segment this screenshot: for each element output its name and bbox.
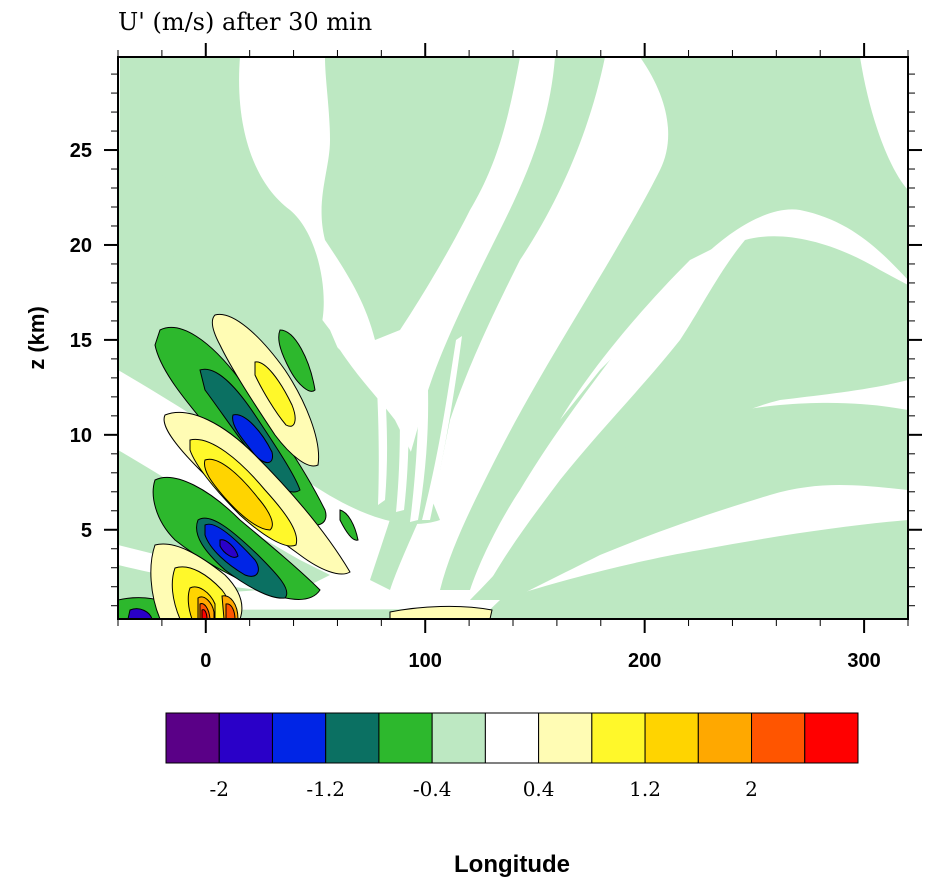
- colorbar-label-4: 1.2: [629, 777, 661, 801]
- colorbar-label-1: -1.2: [306, 777, 345, 801]
- x-tick-label-2: 200: [628, 650, 661, 672]
- colorbar: -2 -1.2 -0.4 0.4 1.2 2: [165, 712, 859, 801]
- colorbar-swatch: [804, 712, 859, 764]
- white-streaks: [374, 245, 720, 525]
- x-tick-label-0: 0: [200, 650, 211, 672]
- y-tick-label-2: 15: [70, 330, 92, 352]
- x-tick-label-1: 100: [409, 650, 442, 672]
- colorbar-swatch: [591, 712, 646, 764]
- y-tick-label-0: 5: [81, 520, 92, 542]
- colorbar-label-5: 2: [745, 777, 758, 801]
- x-axis-label: Longitude: [454, 851, 570, 878]
- y-tick-label-1: 10: [70, 425, 92, 447]
- colorbar-swatch: [644, 712, 699, 764]
- colorbar-swatch: [538, 712, 593, 764]
- orange-regions: [197, 595, 239, 619]
- colorbar-label-2: -0.4: [413, 777, 452, 801]
- y-tick-label-3: 20: [70, 235, 92, 257]
- plot-area: [118, 57, 908, 619]
- colorbar-label-0: -2: [209, 777, 228, 801]
- colorbar-swatch: [271, 712, 327, 764]
- x-tick-label-3: 300: [847, 650, 880, 672]
- colorbar-swatch: [218, 712, 273, 764]
- colorbar-swatch: [431, 712, 486, 764]
- colorbar-swatch: [325, 712, 380, 764]
- chart-title: U' (m/s) after 30 min: [118, 8, 372, 36]
- y-tick-label-4: 25: [70, 140, 92, 162]
- colorbar-swatch: [484, 712, 540, 764]
- colorbar-swatch: [378, 712, 433, 764]
- colorbar-swatch: [697, 712, 753, 764]
- y-axis-label: z (km): [24, 306, 49, 370]
- colorbar-swatch: [751, 712, 806, 764]
- colorbar-swatch: [165, 712, 220, 764]
- colorbar-label-3: 0.4: [523, 777, 555, 801]
- axes: 0 100 200 300 5 10 15 20 25: [70, 43, 922, 672]
